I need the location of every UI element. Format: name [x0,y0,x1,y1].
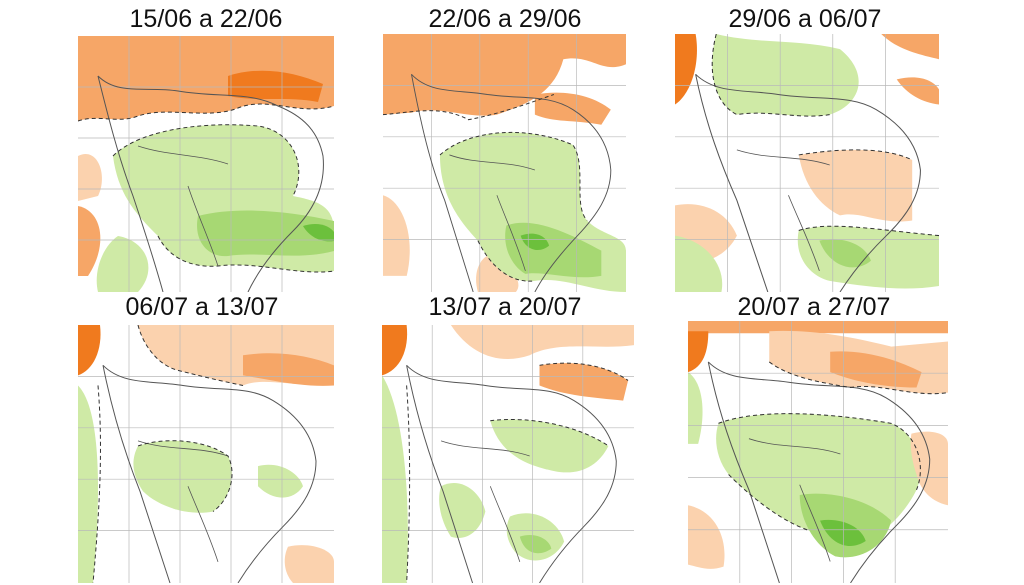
panel-title: 06/07 a 13/07 [125,293,279,321]
anomaly-map [78,36,334,292]
anomaly-map [675,34,939,292]
anomaly-map [383,34,626,292]
panel-title: 29/06 a 06/07 [728,5,882,33]
panel-title: 22/06 a 29/06 [428,5,582,33]
anomaly-map [688,321,948,583]
panel-title: 13/07 a 20/07 [428,293,582,321]
anomaly-map [382,325,634,583]
anomaly-map [78,325,334,583]
panel-title: 15/06 a 22/06 [129,5,283,33]
panel-title: 20/07 a 27/07 [737,293,891,321]
